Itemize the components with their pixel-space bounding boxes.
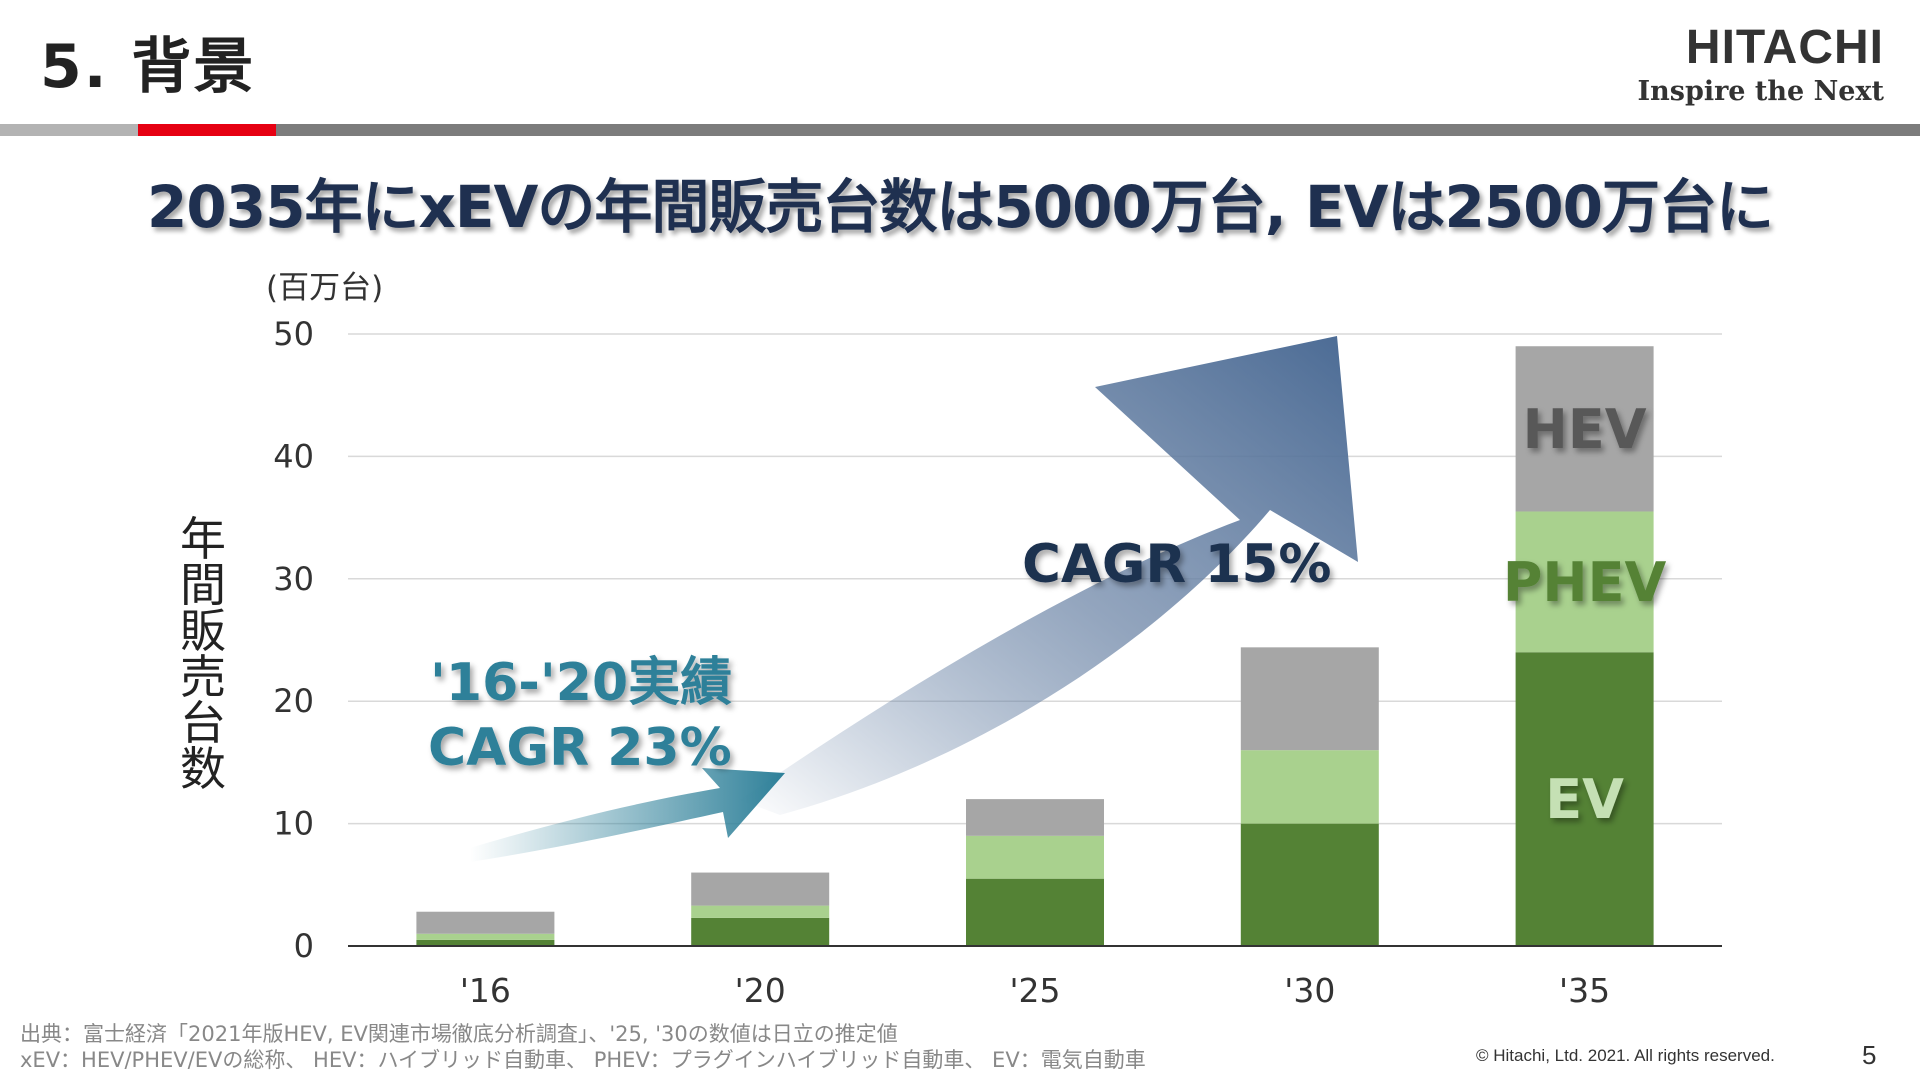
bar-hev bbox=[1515, 346, 1654, 512]
y-axis-label-char: 売 bbox=[180, 650, 226, 704]
bars bbox=[416, 346, 1654, 946]
y-tick-label: 20 bbox=[273, 682, 314, 720]
bar-hev bbox=[416, 911, 555, 934]
forecast-cagr-label: CAGR 15% bbox=[1022, 534, 1332, 595]
actual-growth-arrow bbox=[470, 768, 785, 862]
actual-period-label: '16-'20実績 bbox=[430, 653, 732, 713]
bar-ev bbox=[1240, 823, 1379, 946]
y-unit-label: (百万台) bbox=[266, 270, 383, 306]
series-label-ev: EV bbox=[1545, 768, 1624, 831]
logo-name: HITACHI bbox=[1685, 21, 1884, 74]
title-divider-accent bbox=[138, 124, 276, 136]
bar-ev bbox=[691, 917, 830, 946]
bar-hev bbox=[1240, 647, 1379, 751]
series-label-phev: PHEV bbox=[1503, 551, 1667, 614]
series-labels: EV PHEV HEV bbox=[1503, 398, 1667, 831]
bar-ev bbox=[1515, 652, 1654, 946]
x-tick-label: '35 bbox=[1559, 971, 1610, 1010]
y-axis-label-char: 間 bbox=[180, 558, 226, 612]
y-tick-label: 30 bbox=[273, 560, 314, 598]
copyright: © Hitachi, Ltd. 2021. All rights reserve… bbox=[1476, 1046, 1775, 1065]
y-tick-label: 10 bbox=[273, 805, 314, 843]
logo-tagline: Inspire the Next bbox=[1637, 76, 1884, 107]
y-axis-label: 年間販売台数 bbox=[180, 512, 226, 796]
x-tick-label: '25 bbox=[1009, 971, 1060, 1010]
series-label-hev: HEV bbox=[1523, 398, 1647, 461]
y-axis-label-char: 年 bbox=[180, 512, 226, 566]
bar-phev bbox=[1240, 750, 1379, 824]
y-axis-label-char: 販 bbox=[180, 604, 226, 658]
forecast-growth-arrow bbox=[740, 336, 1358, 815]
y-tick-label: 0 bbox=[294, 927, 314, 965]
x-tick-labels: '16 '20 '25 '30 '35 bbox=[460, 971, 1610, 1010]
section-title: 5. 背景 bbox=[40, 32, 256, 102]
bar-ev bbox=[966, 878, 1104, 946]
actual-cagr-label: CAGR 23% bbox=[428, 718, 732, 778]
y-tick-label: 50 bbox=[273, 315, 314, 353]
y-tick-label: 40 bbox=[273, 437, 314, 475]
bar-ev bbox=[416, 939, 555, 946]
hitachi-logo: HITACHI Inspire the Next bbox=[1624, 21, 1884, 108]
y-tick-labels: 0 10 20 30 40 50 bbox=[273, 315, 314, 965]
bar-hev bbox=[691, 872, 830, 906]
bar-phev bbox=[691, 905, 830, 918]
bar-phev bbox=[966, 835, 1104, 879]
title-divider bbox=[0, 124, 1920, 136]
x-tick-label: '16 bbox=[460, 971, 511, 1010]
y-axis-label-char: 数 bbox=[180, 742, 226, 796]
page-number: 5 bbox=[1862, 1040, 1877, 1070]
x-tick-label: '30 bbox=[1284, 971, 1335, 1010]
bar-hev bbox=[966, 799, 1104, 836]
source-footnote: 出典：富士経済「2021年版HEV, EV関連市場徹底分析調査」、'25, '3… bbox=[20, 1022, 898, 1046]
definition-footnote: xEV：HEV/PHEV/EVの総称、 HEV：ハイブリッド自動車、 PHEV：… bbox=[20, 1048, 1146, 1072]
title-divider-left bbox=[0, 124, 138, 136]
y-axis-label-char: 台 bbox=[180, 696, 226, 750]
x-tick-label: '20 bbox=[735, 971, 786, 1010]
bar-phev bbox=[1515, 511, 1654, 653]
headline: 2035年にxEVの年間販売台数は5000万台, EVは2500万台に bbox=[147, 173, 1774, 241]
bar-phev bbox=[416, 933, 555, 940]
